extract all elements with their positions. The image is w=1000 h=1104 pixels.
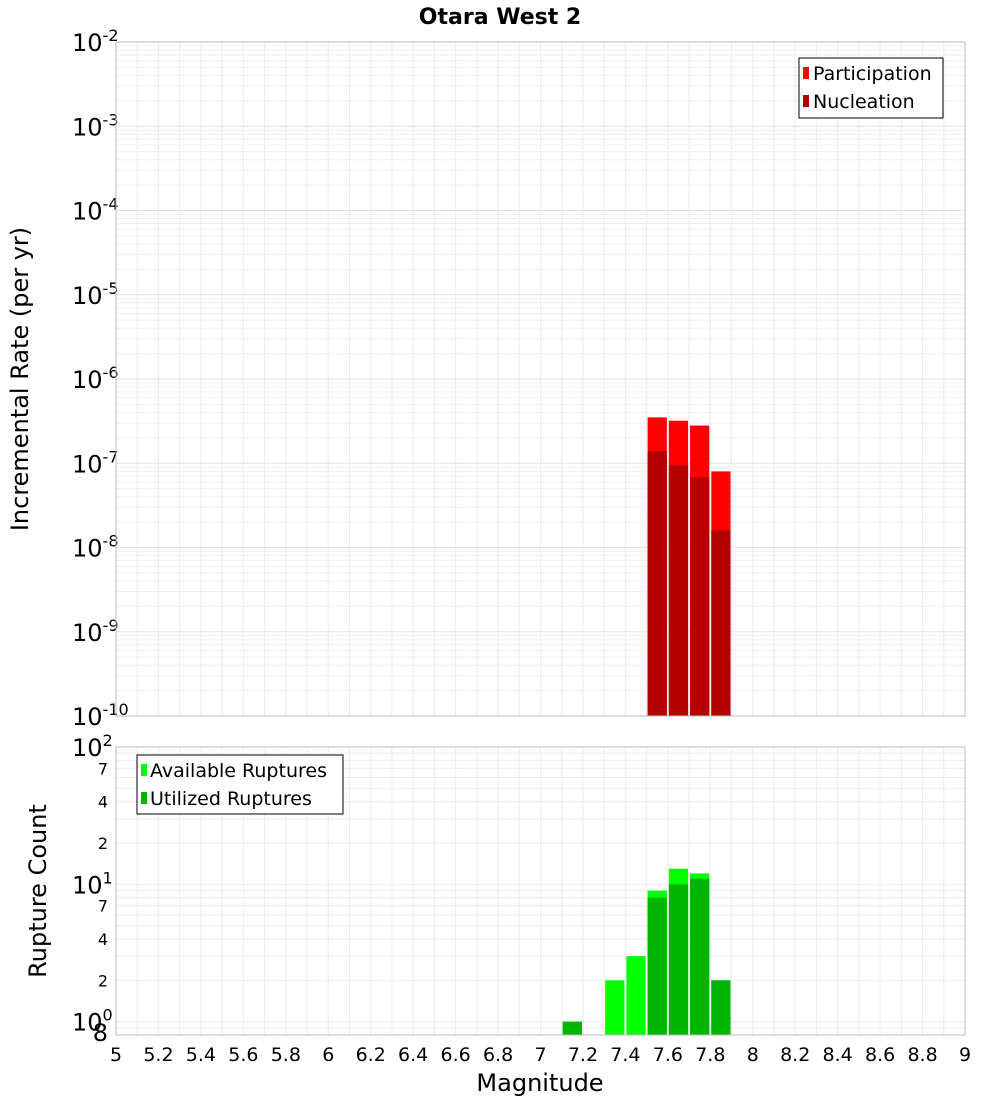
bar-available-ruptures-7.35 xyxy=(605,980,625,1035)
legend-available-label: Available Ruptures xyxy=(150,760,327,782)
x-tick-label: 8 xyxy=(747,1044,759,1066)
legend-utilized-label: Utilized Ruptures xyxy=(150,788,312,810)
top-legend-box xyxy=(798,57,944,119)
bottom-y-tick-minor: 7 xyxy=(98,897,108,916)
chart-title: Otara West 2 xyxy=(419,5,581,30)
x-tick-label: 7.8 xyxy=(695,1044,725,1066)
top-legend: Participation Nucleation xyxy=(798,57,944,119)
top-y-tick-label: 10-2 xyxy=(72,26,119,57)
top-y-tick-label: 10-10 xyxy=(72,700,129,731)
x-tick-label: 8.8 xyxy=(907,1044,937,1066)
x-tick-label: 8.2 xyxy=(780,1044,810,1066)
x-tick-label: 5.2 xyxy=(143,1044,173,1066)
top-y-axis-label: Incremental Rate (per yr) xyxy=(6,227,34,531)
bottom-plot-area: 102 101 100 7 4 2 7 4 2 8 Available Ruptures Util… xyxy=(72,731,966,1047)
bottom-legend-box xyxy=(136,754,344,815)
bottom-y-axis-label: Rupture Count xyxy=(24,804,52,978)
legend-utilized-swatch xyxy=(141,792,147,804)
bottom-y-tick-major: 101 xyxy=(72,868,113,899)
top-y-tick-label: 10-6 xyxy=(72,363,119,394)
top-y-tick-label: 10-5 xyxy=(72,279,119,310)
top-y-tick-label: 10-8 xyxy=(72,532,119,563)
x-tick-label: 7 xyxy=(534,1044,546,1066)
x-ticks: 5 5.2 5.4 5.6 5.8 6 6.2 6.4 6.6 6.8 7 7.2 7.4 7.6 7.8 8… xyxy=(110,1044,971,1066)
legend-nucleation-swatch xyxy=(803,95,809,107)
bar-nucleation-7.55 xyxy=(647,450,667,716)
x-tick-label: 5.8 xyxy=(271,1044,301,1066)
top-bars xyxy=(647,417,731,716)
top-y-tick-label: 10-4 xyxy=(72,195,119,226)
bottom-y-tick-minor: 2 xyxy=(98,971,108,990)
bottom-y-tick-minor: 8 xyxy=(93,1019,108,1047)
x-tick-label: 5.6 xyxy=(228,1044,258,1066)
bottom-legend: Available Ruptures Utilized Ruptures xyxy=(136,754,344,815)
x-tick-label: 8.4 xyxy=(823,1044,853,1066)
bottom-y-tick-minor: 4 xyxy=(98,793,108,812)
x-tick-label: 9 xyxy=(959,1044,971,1066)
bottom-y-tick-minor: 7 xyxy=(98,759,108,778)
x-tick-label: 5 xyxy=(110,1044,122,1066)
bottom-y-tick-major: 102 xyxy=(72,731,113,762)
bar-utilized-ruptures-7.75 xyxy=(690,878,710,1035)
x-tick-label: 6.4 xyxy=(398,1044,428,1066)
legend-participation-swatch xyxy=(803,67,809,79)
bar-utilized-ruptures-7.65 xyxy=(668,884,689,1035)
legend-nucleation-label: Nucleation xyxy=(813,91,915,113)
top-y-ticks: 10-2 10-3 10-4 10-5 10-6 10-7 10-8 10-9 10-10 xyxy=(72,26,129,731)
bar-utilized-ruptures-7.55 xyxy=(647,897,667,1035)
x-tick-label: 6.2 xyxy=(356,1044,386,1066)
top-gridlines xyxy=(115,42,966,717)
x-tick-label: 7.4 xyxy=(610,1044,640,1066)
bottom-y-ticks: 102 101 100 7 4 2 7 4 2 8 xyxy=(72,731,113,1047)
top-y-tick-label: 10-7 xyxy=(72,447,119,478)
bar-nucleation-7.65 xyxy=(668,465,689,716)
x-tick-label: 7.2 xyxy=(568,1044,598,1066)
bottom-plot-border xyxy=(115,746,966,1036)
bottom-y-tick-minor: 2 xyxy=(98,834,108,853)
bottom-y-tick-minor: 4 xyxy=(98,930,108,949)
x-tick-label: 8.6 xyxy=(865,1044,895,1066)
top-plot-border xyxy=(115,41,966,717)
x-tick-label: 6.8 xyxy=(483,1044,513,1066)
bar-available-ruptures-7.45 xyxy=(626,956,646,1035)
x-tick-label: 5.4 xyxy=(186,1044,216,1066)
legend-participation-label: Participation xyxy=(813,63,932,85)
top-plot-area: 10-2 10-3 10-4 10-5 10-6 10-7 10-8 10-9 10-10 Pa… xyxy=(72,26,966,731)
x-tick-label: 6.6 xyxy=(440,1044,470,1066)
x-axis-label: Magnitude xyxy=(476,1069,603,1097)
top-y-tick-label: 10-3 xyxy=(72,110,119,141)
bar-utilized-ruptures-7.15 xyxy=(562,1021,582,1035)
x-tick-label: 7.6 xyxy=(653,1044,683,1066)
bottom-bars xyxy=(562,868,731,1035)
bar-nucleation-7.75 xyxy=(690,477,710,716)
legend-available-swatch xyxy=(141,764,147,776)
top-y-tick-label: 10-9 xyxy=(72,616,119,647)
x-tick-label: 6 xyxy=(322,1044,334,1066)
bar-nucleation-7.85 xyxy=(711,530,731,716)
bottom-y-tick-major: 100 xyxy=(72,1006,113,1037)
bar-utilized-ruptures-7.85 xyxy=(711,980,731,1035)
